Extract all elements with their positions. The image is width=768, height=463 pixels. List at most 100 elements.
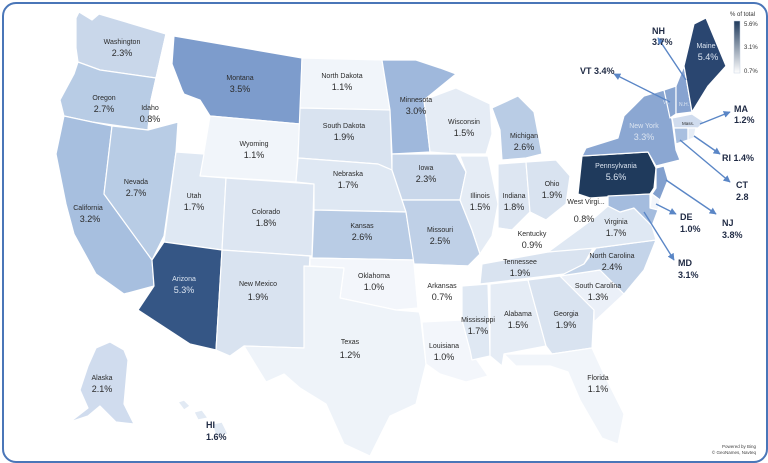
label-az-name: Arizona <box>172 276 196 283</box>
label-ia-name: Iowa <box>419 165 434 172</box>
label-ny-name: New York <box>629 123 659 130</box>
leader-nh <box>657 37 687 81</box>
label-mi-value: 2.6% <box>514 142 535 152</box>
state-nm <box>215 249 311 357</box>
callout-ct-value: 2.8 <box>736 192 749 202</box>
label-fl-name: Florida <box>587 375 609 382</box>
leader-ct <box>679 139 731 183</box>
state-ri <box>687 127 697 141</box>
label-co-name: Colorado <box>252 209 281 216</box>
label-wi-value: 1.5% <box>454 128 475 138</box>
label-mn-name: Minnesota <box>400 97 432 104</box>
label-co-value: 1.8% <box>256 218 277 228</box>
label-or-name: Oregon <box>92 95 115 102</box>
label-oh-value: 1.9% <box>542 190 563 200</box>
label-al-value: 1.5% <box>508 320 529 330</box>
leader-ri <box>693 135 721 155</box>
us-choropleth-map: Washington 2.3% Oregon 2.7% California 3… <box>55 11 758 457</box>
label-ga-name: Georgia <box>554 311 579 318</box>
label-or-value: 2.7% <box>94 104 115 114</box>
callout-md-value: 3.1% <box>678 270 699 280</box>
label-vt-abbr: Vt. <box>663 100 669 106</box>
state-ca <box>55 115 155 295</box>
state-me <box>683 17 727 113</box>
callout-de-value: 1.0% <box>680 224 701 234</box>
label-wv-name: West Virgi... <box>567 199 605 206</box>
label-ne-name: Nebraska <box>333 171 363 178</box>
label-ca-value: 3.2% <box>80 214 101 224</box>
label-mn-value: 3.0% <box>406 106 427 116</box>
state-mi <box>491 95 543 161</box>
callout-nh-value: 3.7% <box>652 37 673 47</box>
callout-ri: RI 1.4% <box>722 153 754 163</box>
label-tn-value: 1.9% <box>510 268 531 278</box>
label-nv-value: 2.7% <box>126 188 147 198</box>
state-ny <box>581 89 681 167</box>
leader-nj <box>665 179 717 215</box>
label-va-name: Virginia <box>604 219 627 226</box>
state-wi <box>423 87 493 155</box>
label-nh-abbr: N.H. <box>679 102 689 108</box>
callout-nh: NH <box>652 26 665 36</box>
label-mt-name: Montana <box>226 75 253 82</box>
label-ne-value: 1.7% <box>338 180 359 190</box>
label-wa-name: Washington <box>104 39 141 46</box>
label-sd-name: South Dakota <box>323 123 366 130</box>
label-ut-value: 1.7% <box>184 202 205 212</box>
callout-vt: VT 3.4% <box>580 66 615 76</box>
label-nm-value: 1.9% <box>248 292 269 302</box>
label-pa-value: 5.6% <box>606 172 627 182</box>
label-nv-name: Nevada <box>124 179 148 186</box>
label-il-value: 1.5% <box>470 202 491 212</box>
label-mi-name: Michigan <box>510 133 538 140</box>
label-ca-name: California <box>73 205 103 212</box>
label-wi-name: Wisconsin <box>448 119 480 126</box>
leader-md <box>643 211 675 261</box>
state-ms <box>461 283 491 361</box>
label-ks-name: Kansas <box>350 223 374 230</box>
label-ok-name: Oklahoma <box>358 273 390 280</box>
state-ma <box>671 113 705 129</box>
label-wv-value: 0.8% <box>574 214 595 224</box>
label-ia-value: 2.3% <box>416 174 437 184</box>
state-nc <box>559 239 657 295</box>
label-ms-value: 1.7% <box>468 326 489 336</box>
label-il-name: Illinois <box>470 193 490 200</box>
state-co <box>221 177 315 257</box>
legend-min: 0.7% <box>744 69 758 75</box>
state-fl <box>503 347 625 445</box>
label-ms-name: Mississippi <box>461 317 495 324</box>
label-ok-value: 1.0% <box>364 282 385 292</box>
label-ak-value: 2.1% <box>92 384 113 394</box>
callout-md: MD <box>678 258 692 268</box>
label-ky-value: 0.9% <box>522 240 543 250</box>
label-wy-name: Wyoming <box>239 141 268 148</box>
label-nm-name: New Mexico <box>239 281 277 288</box>
label-ar-value: 0.7% <box>432 292 453 302</box>
label-nd-name: North Dakota <box>321 73 362 80</box>
label-sd-value: 1.9% <box>334 132 355 142</box>
label-id-value: 0.8% <box>140 114 161 124</box>
state-or <box>59 61 157 131</box>
label-la-value: 1.0% <box>434 352 455 362</box>
legend-gradient-bar <box>733 20 741 74</box>
state-il <box>459 155 499 255</box>
state-wy <box>199 115 301 183</box>
leader-ma <box>699 111 731 125</box>
label-mt-value: 3.5% <box>230 84 251 94</box>
label-va-value: 1.7% <box>606 228 627 238</box>
label-ak-name: Alaska <box>91 375 112 382</box>
label-tx-value: 1.2% <box>340 350 361 360</box>
label-me-value: 5.4% <box>698 52 719 62</box>
callout-hi-value: 1.6% <box>206 432 227 442</box>
callout-hi: HI <box>206 420 215 430</box>
leader-de <box>655 203 677 215</box>
label-fl-value: 1.1% <box>588 384 609 394</box>
label-in-name: Indiana <box>503 193 526 200</box>
label-tn-name: Tennessee <box>503 259 537 266</box>
callout-ma: MA <box>734 104 748 114</box>
label-mo-value: 2.5% <box>430 236 451 246</box>
label-ks-value: 2.6% <box>352 232 373 242</box>
label-ny-value: 3.3% <box>634 132 655 142</box>
